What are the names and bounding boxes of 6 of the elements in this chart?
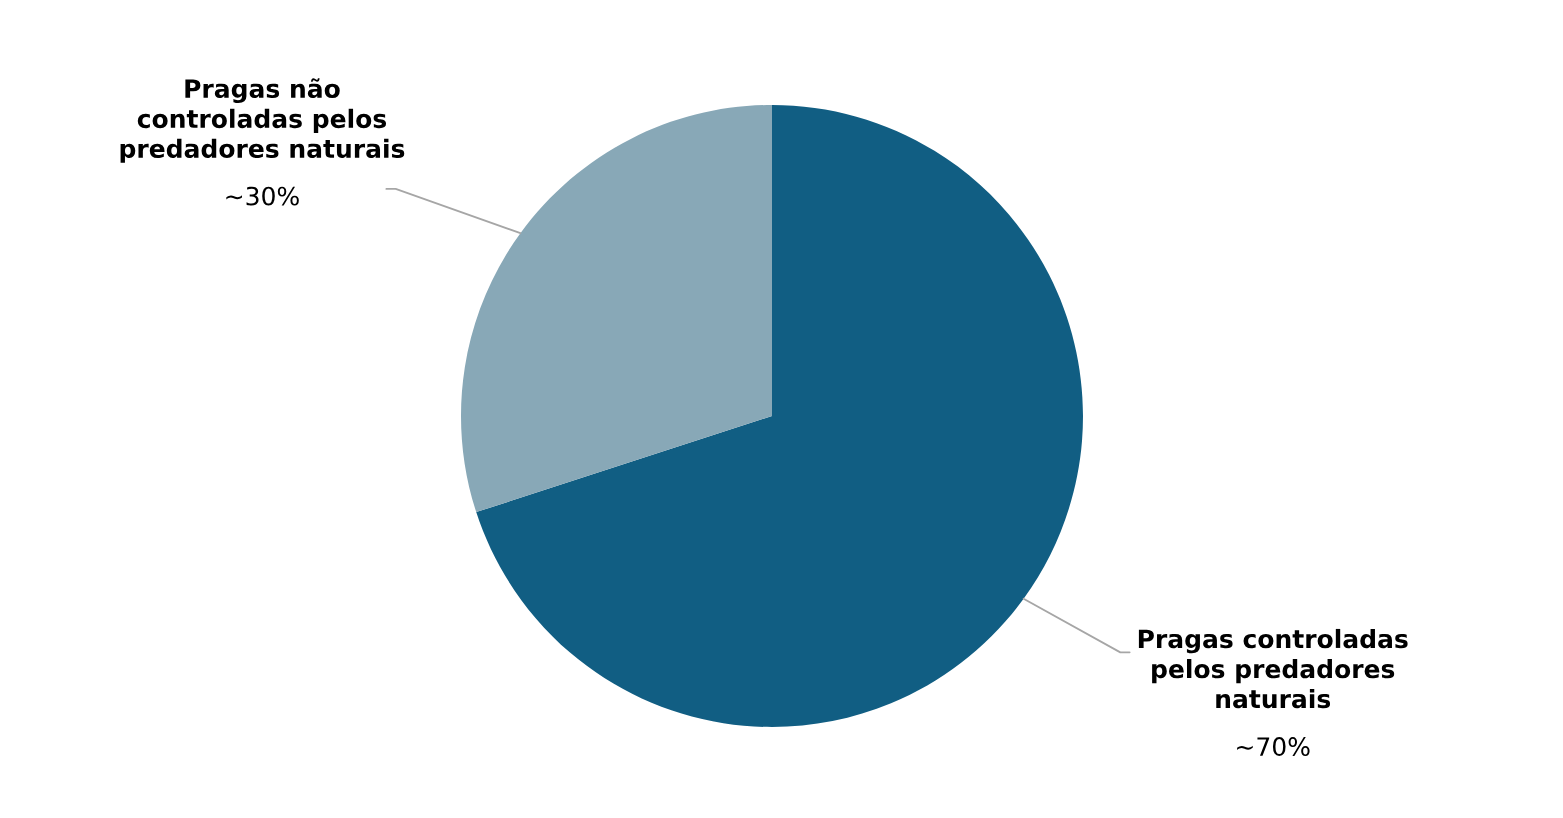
pie-slice: [461, 105, 772, 513]
data-label: ~70%: [1237, 737, 1310, 757]
slice-label: Pragas controladas pelos predadores naturais: [1138, 628, 1408, 709]
pie-slice: [476, 105, 1083, 727]
slice-label: Pragas não controladas pelos predadores naturais: [120, 78, 405, 163]
data-label: ~30%: [226, 186, 299, 206]
